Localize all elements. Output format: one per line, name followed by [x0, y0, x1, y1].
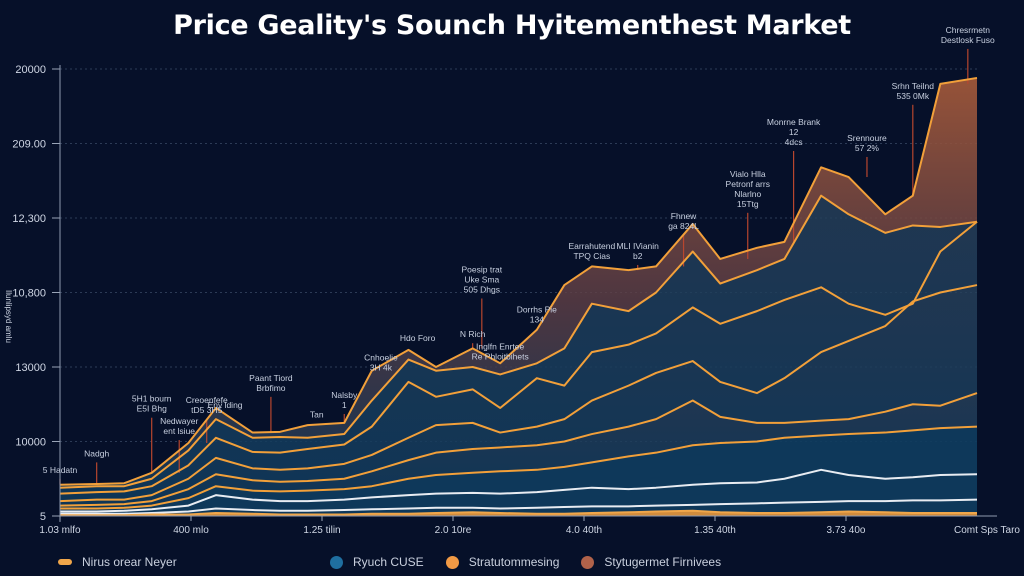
annotation-label: E5I Bhg	[137, 404, 168, 414]
annotation-label: 134	[530, 314, 544, 324]
x-tick-label: 2.0 10re	[435, 525, 472, 536]
legend-label: Nirus orear Neyer	[82, 555, 177, 569]
series-line	[59, 392, 978, 507]
x-tick-label: 4.0 40th	[566, 525, 602, 536]
annotation-label: Brbfimo	[256, 383, 286, 393]
annotation-leader-layer	[59, 48, 969, 485]
annotation-label: Srennoure	[847, 133, 887, 143]
annotation-label: MLI IVianin	[617, 241, 660, 251]
area-band	[60, 426, 977, 512]
legend-label: Stytugermet Firnivees	[604, 555, 722, 569]
x-tick-label: 400 mlo	[173, 525, 209, 536]
annotation-label: b2	[633, 251, 643, 261]
y-tick-label: 12,300	[12, 213, 46, 225]
y-tick-label: 10000	[15, 437, 46, 449]
area-fill-layer	[60, 59, 1024, 516]
annotation-label: Fhnew	[671, 211, 697, 221]
legend-label: Ryuch CUSE	[353, 555, 424, 569]
annotation-label: Dorrhs Pie	[517, 304, 557, 314]
legend: Nirus orear Neyer	[58, 552, 199, 572]
annotation-label: Destlosk Fuso	[941, 35, 995, 45]
annotation-label: Poesip trat	[461, 265, 502, 275]
x-tick-label: 1.03 mlfo	[39, 525, 81, 536]
axis-layer: 5 10000 13000 10,800 12,300 209.00 20000 1.03 m…	[12, 64, 1020, 536]
legend-item[interactable]: Ryuch CUSE	[330, 555, 424, 569]
series-line-layer	[59, 76, 978, 517]
annotation-label: Petronf arrs	[726, 179, 770, 189]
annotation-label: Cnhoelie	[364, 353, 398, 363]
annotation-label: ent lsiue	[163, 426, 195, 436]
x-tick-label: 1.25 tilin	[303, 525, 340, 536]
annotation-label: 15Ttg	[737, 199, 759, 209]
x-tick-label: 1.35 40th	[694, 525, 736, 536]
series-line	[60, 509, 977, 517]
annotation-label: Nedwayer	[160, 416, 198, 426]
annotation-label: 1	[342, 400, 347, 410]
legend-dot-icon	[445, 555, 459, 569]
annotation-label: Chresrmetn	[946, 25, 991, 35]
annotation-label: 5 Hadatn	[43, 465, 78, 475]
series-line	[60, 425, 978, 510]
series-line	[59, 220, 978, 495]
y-tick-label: 13000	[15, 362, 46, 374]
annotation-label: Creoenfefe	[186, 395, 228, 405]
legend-dot-icon	[330, 555, 343, 569]
legend-dot-icon	[581, 555, 595, 569]
y-tick-label: 209.00	[12, 139, 46, 151]
annotation-label: tD5 3H5	[191, 405, 222, 415]
x-tick-label: 3.73 40o	[827, 525, 866, 536]
annotation-label: Hdo Foro	[400, 333, 436, 343]
area-band	[60, 221, 977, 502]
y-tick-label: 20000	[15, 64, 46, 76]
annotation-label: Uke Sma	[464, 275, 499, 285]
annotation-label: 12	[789, 127, 799, 137]
series-line	[60, 498, 978, 515]
y-tick-label: 5	[40, 511, 46, 523]
annotation-label: Re Phloitbihets	[472, 352, 529, 362]
annotation-label: N Rich	[460, 329, 486, 339]
y-tick-label: 10,800	[12, 288, 46, 300]
y-axis-label: Ilunlipsyd amlu	[4, 290, 13, 343]
annotation-label: 505 Dhgs	[464, 285, 500, 295]
annotation-label: ga 824L	[668, 221, 699, 231]
annotation-label: 57 2%	[855, 143, 880, 153]
annotation-label: Nadgh	[84, 448, 109, 458]
series-line	[59, 76, 978, 486]
annotation-label: Monrne Brank	[767, 117, 821, 127]
annotation-label: Srhn Teilnd	[892, 81, 935, 91]
annotation-label: 535 0Mk	[897, 91, 930, 101]
legend-right: Ryuch CUSE Stratutommesing Stytugermet F…	[330, 552, 743, 572]
annotation-label: TPQ Cias	[573, 251, 610, 261]
series-line	[59, 194, 978, 489]
annotation-label: Paant Tiord	[249, 373, 293, 383]
legend-item[interactable]: Stytugermet Firnivees	[581, 555, 721, 569]
plot-margin	[977, 59, 1024, 516]
legend-label: Stratutommesing	[468, 555, 560, 569]
area-band	[60, 285, 977, 506]
annotation-label: Eny lding	[208, 400, 243, 410]
annotation-label: Vialo Hlla	[730, 169, 766, 179]
legend-item[interactable]: Nirus orear Neyer	[58, 555, 177, 569]
annotation-label: Inglfn Enrtee	[476, 342, 524, 352]
x-tick-label: Comt Sps Taro	[954, 525, 1020, 536]
annotation-label: Tan	[310, 410, 324, 420]
annotation-label: 5H1 bourn	[132, 394, 172, 404]
series-line	[60, 468, 978, 513]
legend-item[interactable]: Stratutommesing	[445, 555, 560, 569]
annotation-label: Earrahutend	[568, 241, 615, 251]
annotation-label: Nlarlno	[734, 189, 761, 199]
legend-dash-icon	[58, 559, 72, 565]
chart-title: Price Geality's Sounch Hyitementhest Mar…	[173, 10, 851, 41]
annotation-label: 3H 4k	[370, 363, 393, 373]
annotation-label: 4dcs	[785, 137, 803, 147]
series-line	[59, 284, 978, 503]
annotation-label: Nalsby	[331, 390, 358, 400]
